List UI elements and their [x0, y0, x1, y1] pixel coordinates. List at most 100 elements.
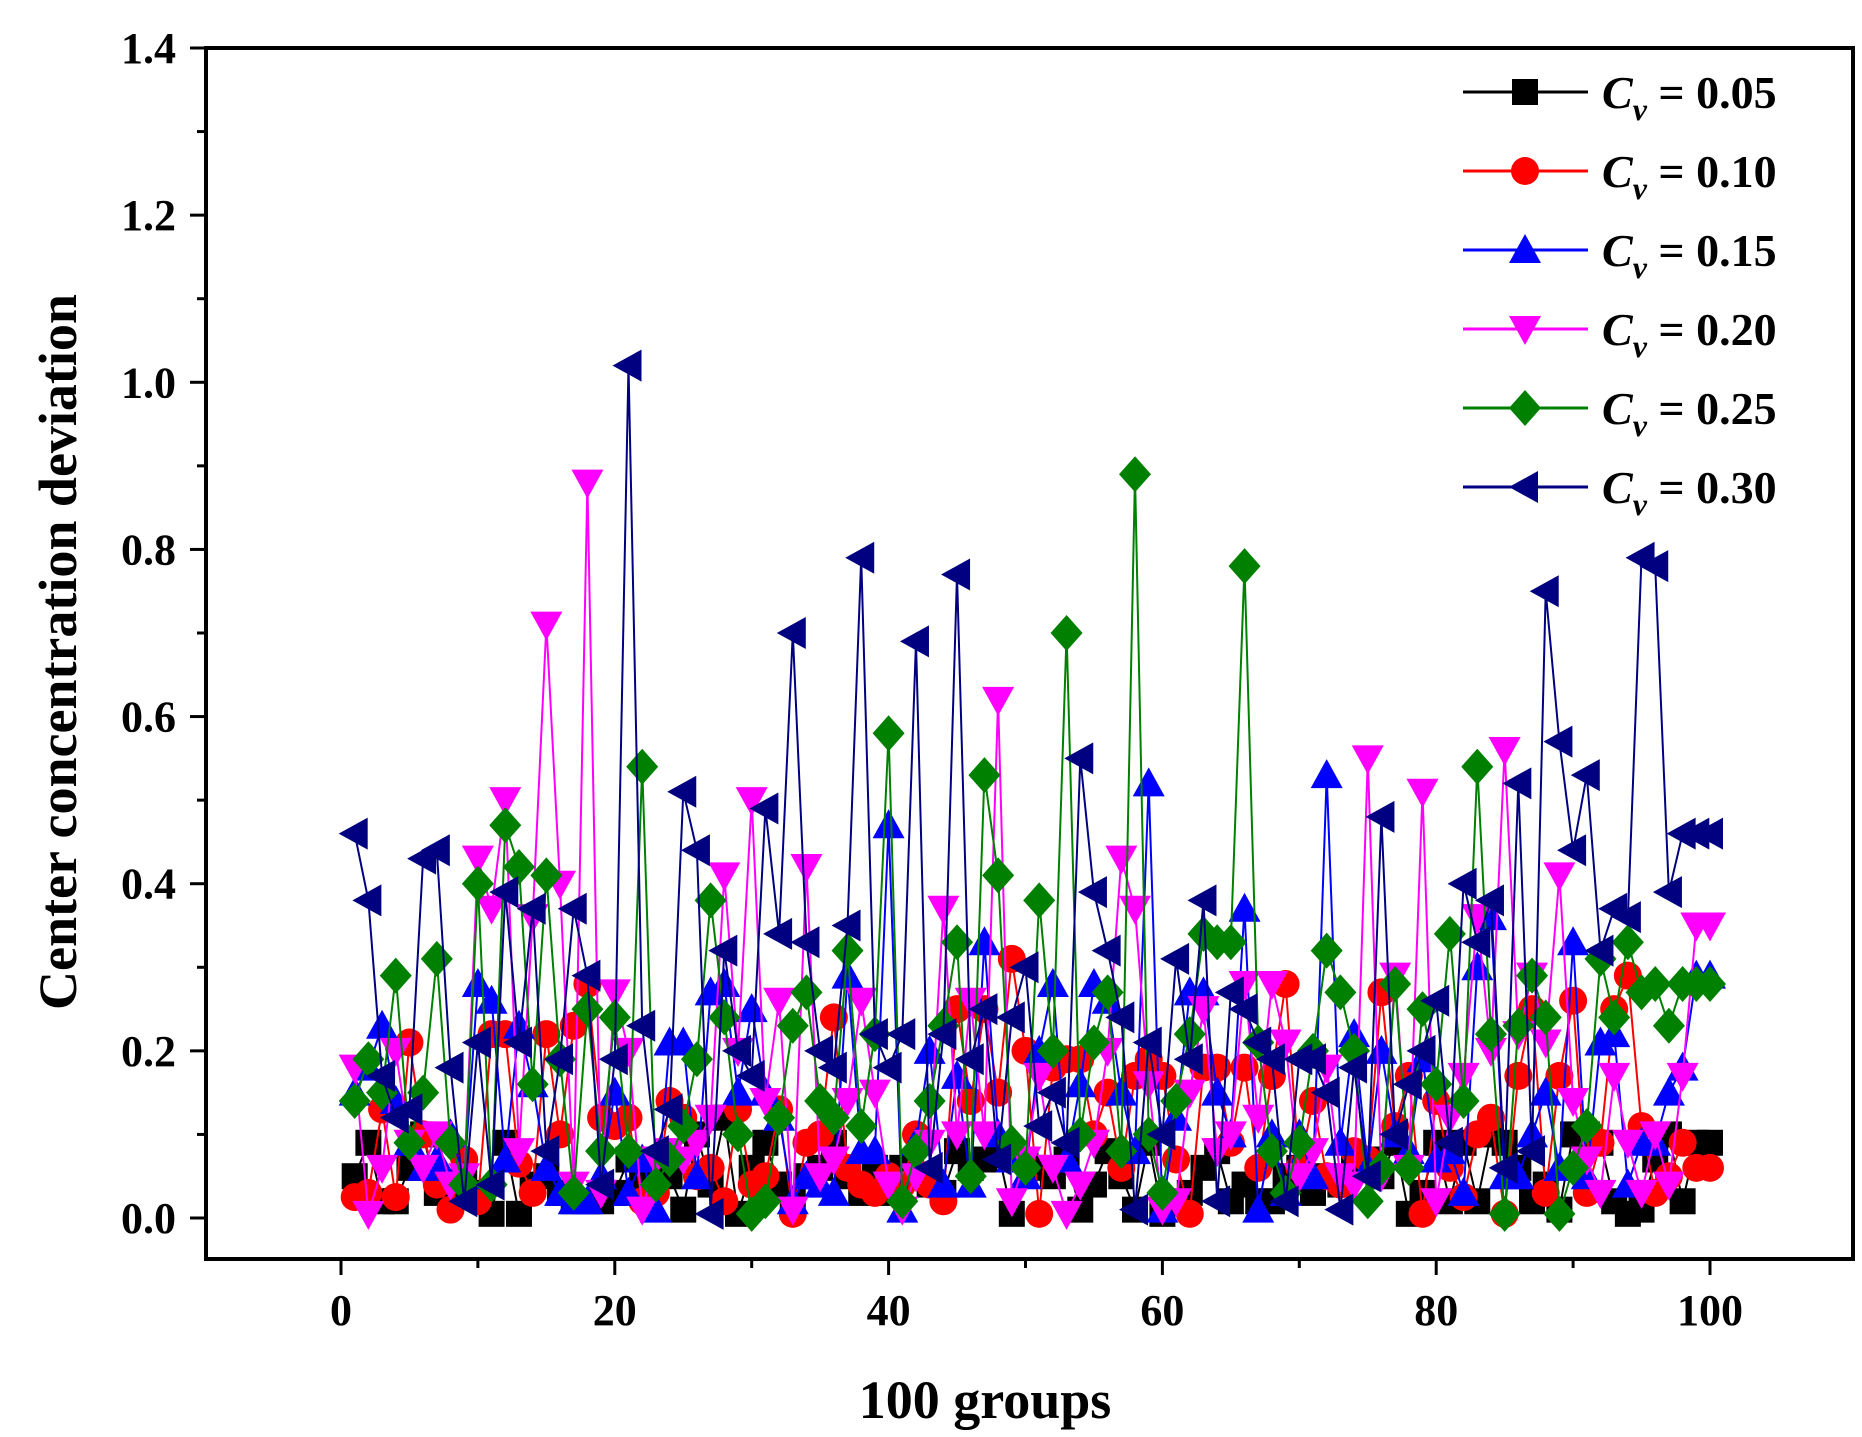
legend-marker	[1509, 390, 1541, 426]
data-point	[1406, 1034, 1436, 1067]
data-point	[845, 1108, 878, 1145]
data-point	[722, 1034, 752, 1067]
data-point	[1242, 1026, 1272, 1059]
data-point	[1214, 976, 1244, 1009]
data-point	[1639, 966, 1672, 1002]
data-point	[927, 1168, 960, 1198]
data-point	[927, 1018, 957, 1051]
data-point	[1077, 1024, 1110, 1061]
data-point	[1447, 867, 1477, 900]
data-point	[612, 1037, 645, 1067]
series-0.25	[338, 456, 1726, 1232]
data-point	[352, 884, 382, 917]
y-tick-label: 0.0	[121, 1194, 176, 1243]
data-point	[1296, 1043, 1326, 1076]
data-point	[1050, 1126, 1080, 1159]
data-point	[1091, 974, 1124, 1011]
data-point	[954, 987, 987, 1017]
y-axis-label: Center concentration deviation	[28, 294, 88, 1010]
legend-marker	[1509, 471, 1538, 503]
data-point	[1146, 1174, 1179, 1211]
data-point	[420, 940, 453, 977]
data-point	[1557, 834, 1587, 867]
data-point	[1392, 1068, 1422, 1101]
data-point	[1529, 1076, 1562, 1106]
data-point	[1420, 984, 1450, 1017]
data-point	[1639, 1121, 1672, 1151]
data-point	[489, 787, 522, 817]
legend-label: Cv = 0.30	[1602, 462, 1777, 522]
data-point	[817, 1099, 850, 1136]
axis-ticks: 0 20 40 60 80 100 0.0 0.2 0.4 0.6 0.8 1.0 1.2 1.4	[121, 24, 1743, 1335]
data-point	[1433, 1126, 1463, 1159]
data-point	[1639, 550, 1669, 583]
legend-label: Cv = 0.15	[1602, 225, 1777, 285]
data-point	[366, 1059, 396, 1092]
data-point	[1697, 1129, 1723, 1156]
data-point	[626, 1196, 659, 1226]
data-point	[1173, 1043, 1203, 1076]
data-point	[1516, 957, 1549, 994]
data-point	[886, 1183, 919, 1220]
data-point	[1543, 862, 1576, 892]
data-point	[722, 1116, 755, 1153]
data-point	[1666, 1062, 1699, 1092]
data-point	[968, 993, 998, 1026]
data-point	[1310, 759, 1343, 789]
legend-item: Cv = 0.30	[1463, 462, 1777, 522]
data-point	[1105, 1001, 1135, 1034]
data-point	[1228, 892, 1261, 922]
data-point	[1652, 1076, 1685, 1106]
data-point	[1694, 912, 1726, 942]
legend-marker	[1509, 234, 1541, 263]
data-point	[1351, 745, 1384, 775]
data-point	[1543, 1195, 1576, 1232]
data-point	[1433, 915, 1466, 952]
data-point	[338, 1083, 371, 1119]
data-point	[475, 895, 508, 925]
data-point	[626, 748, 659, 785]
data-point	[639, 1193, 672, 1223]
data-point	[1570, 759, 1600, 792]
data-point	[968, 926, 1001, 956]
data-point	[1009, 1149, 1042, 1186]
legend-item: Cv = 0.25	[1463, 383, 1777, 443]
data-point	[886, 1018, 916, 1051]
data-point	[1228, 548, 1261, 585]
data-point	[1461, 926, 1491, 959]
data-point	[489, 876, 519, 909]
data-point	[899, 1133, 932, 1170]
data-point	[927, 895, 960, 925]
data-point	[954, 1043, 984, 1076]
x-tick-label: 0	[330, 1286, 352, 1335]
data-point	[735, 787, 768, 817]
data-point	[1296, 1160, 1329, 1190]
data-point	[1516, 1135, 1546, 1168]
legend-label: Cv = 0.05	[1602, 67, 1777, 127]
data-point	[1420, 1143, 1453, 1173]
data-point	[352, 1200, 385, 1230]
data-point	[434, 1051, 464, 1084]
data-point	[1611, 901, 1641, 934]
data-point	[1173, 1016, 1206, 1053]
legend-label: Cv = 0.25	[1602, 383, 1777, 443]
data-point	[735, 993, 768, 1023]
plot-frame	[204, 46, 1855, 1261]
legend: Cv = 0.05 Cv = 0.10 Cv = 0.15 Cv = 0.20 Cv =…	[1463, 67, 1777, 522]
data-point	[516, 1066, 549, 1103]
data-point	[612, 1133, 645, 1170]
data-point	[585, 1168, 615, 1201]
x-tick-label: 60	[1140, 1286, 1184, 1335]
data-point	[1408, 1199, 1437, 1228]
legend-item: Cv = 0.20	[1463, 304, 1777, 364]
data-point	[763, 987, 796, 1017]
data-point	[831, 1088, 864, 1117]
data-point	[338, 817, 368, 850]
data-point	[1502, 767, 1532, 800]
data-point	[845, 987, 878, 1017]
data-point	[1036, 968, 1069, 997]
series-0.30	[338, 349, 1723, 1230]
x-tick-label: 40	[867, 1286, 911, 1335]
data-point	[1023, 882, 1056, 919]
y-tick-label: 0.4	[121, 860, 176, 909]
